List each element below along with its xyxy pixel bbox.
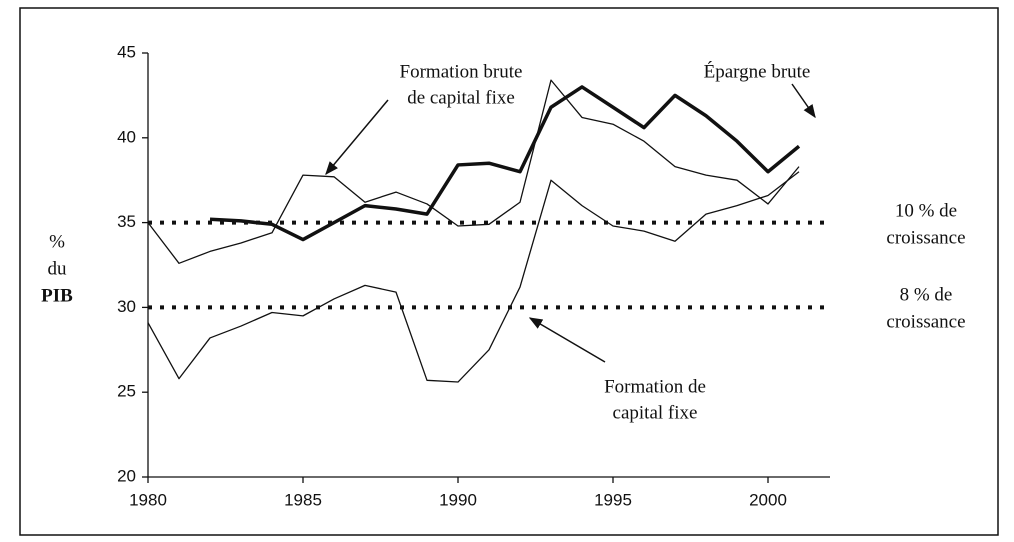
y-axis-label: du bbox=[48, 258, 68, 279]
y-axis-label: % bbox=[49, 231, 65, 252]
reference-label: 10 % de bbox=[895, 200, 957, 221]
reference-label: 8 % de bbox=[900, 284, 953, 305]
x-tick-label: 1995 bbox=[594, 490, 632, 509]
series-label: capital fixe bbox=[613, 402, 698, 423]
series-line bbox=[147, 171, 800, 383]
series-line bbox=[147, 79, 800, 264]
arrow bbox=[791, 83, 816, 119]
x-tick-label: 1980 bbox=[129, 490, 167, 509]
frame bbox=[19, 7, 999, 536]
reference-label: croissance bbox=[886, 227, 965, 248]
series-line bbox=[209, 85, 801, 242]
series-label: Formation de bbox=[604, 376, 706, 397]
arrow bbox=[528, 317, 606, 363]
y-tick-label: 35 bbox=[117, 212, 136, 231]
x-tick-label: 1985 bbox=[284, 490, 322, 509]
arrow bbox=[325, 99, 389, 176]
y-tick-label: 45 bbox=[117, 42, 136, 61]
x-tick-label: 2000 bbox=[749, 490, 787, 509]
series-label: de capital fixe bbox=[407, 87, 515, 108]
y-tick-label: 25 bbox=[117, 382, 136, 401]
x-tick-label: 1990 bbox=[439, 490, 477, 509]
y-tick-label: 40 bbox=[117, 127, 136, 146]
y-tick-label: 20 bbox=[117, 466, 136, 485]
y-tick-label: 30 bbox=[117, 297, 136, 316]
reference-label: croissance bbox=[886, 311, 965, 332]
series-label: Formation brute bbox=[400, 61, 523, 82]
series-label: Épargne brute bbox=[704, 60, 811, 82]
y-axis-label: PIB bbox=[41, 285, 73, 306]
